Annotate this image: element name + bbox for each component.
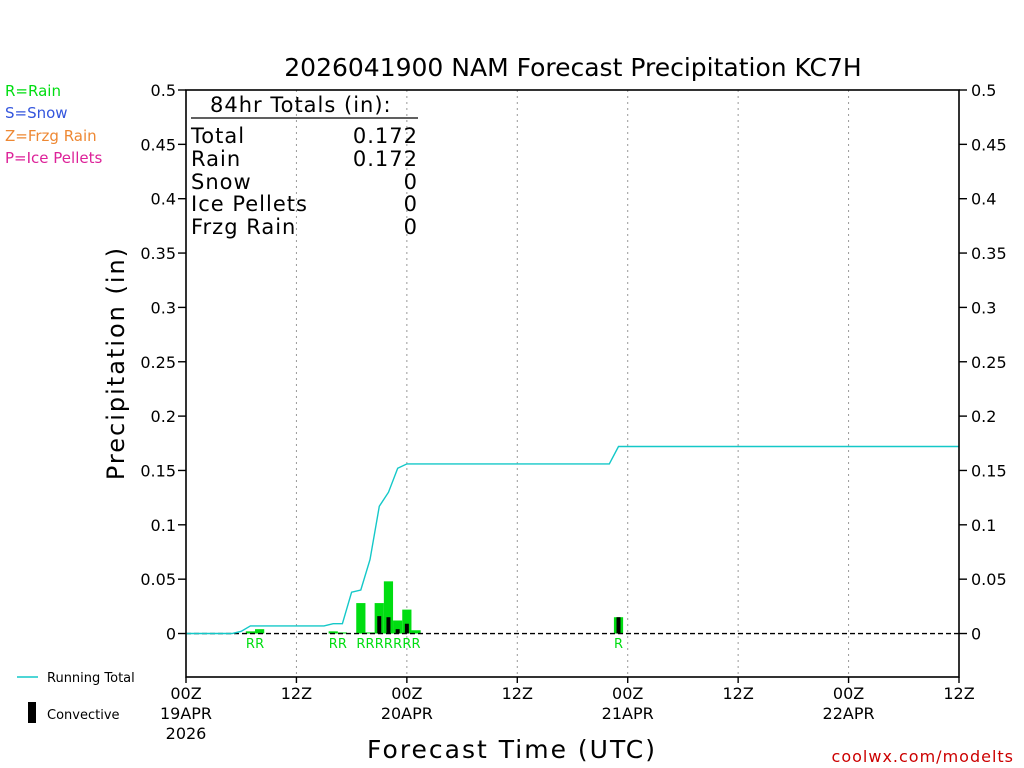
- x-tick-time-2: 00Z: [391, 684, 422, 703]
- y-axis-label: Precipitation (in): [102, 246, 130, 480]
- convective-swatch: [28, 702, 36, 723]
- y-tick-label-left-9: 0.45: [140, 135, 176, 154]
- legend-ice-pellets: P=Ice Pellets: [5, 149, 102, 167]
- y-tick-label-right-8: 0.4: [971, 190, 996, 209]
- ptype-label-0: R: [246, 637, 255, 652]
- x-tick-time-0: 00Z: [170, 684, 201, 703]
- convective-bar-11: [616, 617, 621, 634]
- x-tick-time-6: 00Z: [833, 684, 864, 703]
- totals-header: 84hr Totals (in):: [210, 93, 392, 117]
- ptype-label-2: R: [329, 637, 338, 652]
- convective-bar-9: [404, 623, 409, 634]
- precip-bar-2: [328, 631, 338, 634]
- y-tick-label-right-5: 0.25: [971, 353, 1007, 372]
- x-tick-date-0: 19APR: [160, 704, 212, 723]
- convective-bars: [377, 616, 621, 634]
- convective-legend-label: Convective: [47, 708, 120, 723]
- ptype-label-4: R: [356, 637, 365, 652]
- plot-frame: [185, 89, 960, 678]
- convective-bar-7: [386, 617, 391, 634]
- running-total-legend-label: Running Total: [47, 671, 135, 686]
- y-tick-label-left-8: 0.4: [151, 190, 176, 209]
- totals-rain-label: Rain: [191, 147, 241, 171]
- totals-ice-pellets-value: 0: [404, 192, 418, 216]
- x-tick-date-4: 21APR: [602, 704, 654, 723]
- y-tick-label-right-7: 0.35: [971, 244, 1007, 263]
- y-tick-label-right-1: 0.05: [971, 570, 1007, 589]
- y-tick-label-left-3: 0.15: [140, 461, 176, 480]
- x-tick-time-4: 00Z: [612, 684, 643, 703]
- totals-total-label: Total: [190, 124, 245, 148]
- ptype-legend: R=Rain S=Snow Z=Frzg Rain P=Ice Pellets: [5, 82, 102, 167]
- ptype-label-9: R: [402, 637, 411, 652]
- ptype-label-3: R: [338, 637, 347, 652]
- ptype-label-8: R: [393, 637, 402, 652]
- precip-bar-1: [255, 629, 265, 634]
- series-legend: Running Total Convective: [17, 671, 135, 723]
- x-tick-time-3: 12Z: [502, 684, 533, 703]
- x-tick-time-1: 12Z: [281, 684, 312, 703]
- y-tick-labels-left: 0 0.05 0.1 0.15 0.2 0.25 0.3 0.35 0.4 0.45 0.5: [140, 81, 186, 644]
- totals-box: 84hr Totals (in): Total 0.172 Rain 0.172…: [190, 93, 418, 239]
- convective-bar-6: [377, 616, 382, 634]
- y-tick-label-right-6: 0.3: [971, 298, 996, 317]
- gridlines: [295, 90, 850, 677]
- totals-frzg-rain-label: Frzg Rain: [191, 215, 296, 239]
- precip-bar-10: [411, 630, 421, 634]
- y-tick-label-left-0: 0: [166, 625, 176, 644]
- ptype-label-11: R: [614, 637, 623, 652]
- y-tick-label-left-6: 0.3: [151, 298, 176, 317]
- totals-snow-value: 0: [404, 170, 418, 194]
- ptype-label-5: R: [366, 637, 375, 652]
- ptype-label-6: R: [375, 637, 384, 652]
- totals-total-value: 0.172: [353, 124, 418, 148]
- ptype-label-10: R: [412, 637, 421, 652]
- totals-rain-value: 0.172: [353, 147, 418, 171]
- precip-bar-9: [402, 609, 412, 634]
- ptype-label-1: R: [255, 637, 264, 652]
- y-tick-label-left-10: 0.5: [151, 81, 176, 100]
- convective-bar-8: [395, 629, 400, 634]
- totals-frzg-rain-value: 0: [404, 215, 418, 239]
- y-tick-label-right-0: 0: [971, 625, 981, 644]
- x-tick-time-5: 12Z: [722, 684, 753, 703]
- y-tick-label-right-2: 0.1: [971, 516, 996, 535]
- y-tick-label-left-7: 0.35: [140, 244, 176, 263]
- y-tick-label-right-9: 0.45: [971, 135, 1007, 154]
- y-tick-label-left-5: 0.25: [140, 353, 176, 372]
- precip-bar-8: [393, 620, 403, 634]
- legend-rain: R=Rain: [5, 82, 61, 100]
- x-tick-date-2: 20APR: [381, 704, 433, 723]
- legend-frzg-rain: Z=Frzg Rain: [5, 127, 97, 145]
- x-tick-time-7: 12Z: [943, 684, 974, 703]
- y-tick-label-right-3: 0.15: [971, 461, 1007, 480]
- precip-bar-4: [356, 603, 366, 634]
- y-tick-label-left-2: 0.1: [151, 516, 176, 535]
- y-tick-labels-right: 0 0.05 0.1 0.15 0.2 0.25 0.3 0.35 0.4 0.45 0.5: [959, 81, 1007, 644]
- running-total-line: [186, 445, 959, 635]
- chart-title: 2026041900 NAM Forecast Precipitation KC…: [284, 53, 861, 82]
- precip-bar-7: [383, 581, 394, 634]
- ptype-label-7: R: [384, 637, 393, 652]
- y-tick-label-left-4: 0.2: [151, 407, 176, 426]
- x-tick-year-0: 2026: [166, 724, 207, 743]
- totals-ice-pellets-label: Ice Pellets: [191, 192, 308, 216]
- y-tick-label-right-4: 0.2: [971, 407, 996, 426]
- legend-snow: S=Snow: [5, 104, 68, 122]
- credit-text: coolwx.com/modelts: [832, 747, 1014, 766]
- y-tick-label-right-10: 0.5: [971, 81, 996, 100]
- totals-snow-label: Snow: [191, 170, 252, 194]
- precip-bar-0: [245, 631, 256, 634]
- x-axis-label: Forecast Time (UTC): [367, 735, 657, 764]
- y-tick-label-left-1: 0.05: [140, 570, 176, 589]
- x-tick-date-6: 22APR: [823, 704, 875, 723]
